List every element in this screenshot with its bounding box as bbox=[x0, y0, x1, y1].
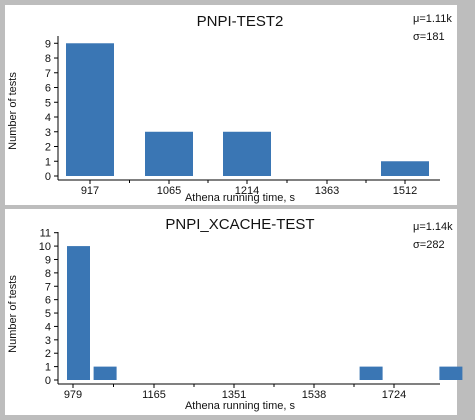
y-tick-label: 10 bbox=[39, 241, 51, 253]
x-tick-label: 1165 bbox=[142, 389, 166, 401]
histogram-bar bbox=[223, 131, 271, 176]
y-tick-label: 6 bbox=[45, 83, 51, 95]
y-tick-label: 9 bbox=[45, 38, 51, 50]
x-tick-label: 979 bbox=[64, 389, 82, 401]
y-tick-label: 5 bbox=[45, 308, 51, 320]
y-tick-label: 7 bbox=[45, 281, 51, 293]
chart-stat-sigma: σ=181 bbox=[413, 31, 445, 43]
y-tick-label: 4 bbox=[45, 112, 51, 124]
y-tick-label: 9 bbox=[45, 254, 51, 266]
y-tick-label: 3 bbox=[45, 335, 51, 347]
axes: 0 1 2 3 4 5 6 7 8 9 917 1065 1214 1363 1512 bbox=[45, 36, 440, 197]
y-tick-label: 8 bbox=[45, 53, 51, 65]
y-tick-label: 2 bbox=[45, 142, 51, 154]
y-tick-label: 1 bbox=[45, 156, 51, 168]
x-tick-label: 1065 bbox=[157, 185, 181, 197]
y-tick-label: 0 bbox=[45, 375, 51, 387]
histogram-bar bbox=[93, 366, 117, 380]
histogram-bar bbox=[145, 131, 193, 176]
chart-title: PNPI-TEST2 bbox=[197, 13, 284, 30]
x-tick-label: 1363 bbox=[315, 185, 339, 197]
histogram-bar bbox=[66, 43, 114, 176]
chart-stat-sigma: σ=282 bbox=[413, 239, 445, 251]
x-axis-label: Athena running time, s bbox=[185, 400, 296, 412]
y-tick-label: 5 bbox=[45, 97, 51, 109]
bar-series bbox=[67, 246, 463, 380]
y-axis-label: Number of tests bbox=[7, 275, 19, 353]
y-tick-label: 4 bbox=[45, 321, 51, 333]
chart-pnpi-xcache-test: PNPI_XCACHE-TEST μ=1.14k σ=282 Athena ru… bbox=[7, 216, 463, 412]
y-tick-label: 11 bbox=[40, 228, 51, 240]
chart-stat-mean: μ=1.14k bbox=[413, 221, 453, 233]
x-tick-label: 1351 bbox=[222, 389, 246, 401]
y-tick-label: 0 bbox=[45, 171, 51, 183]
x-tick-label: 1512 bbox=[393, 185, 417, 197]
y-tick-label: 3 bbox=[45, 127, 51, 139]
chart-title: PNPI_XCACHE-TEST bbox=[165, 216, 314, 233]
y-tick-label: 7 bbox=[45, 68, 51, 80]
y-axis-label: Number of tests bbox=[7, 72, 19, 150]
x-axis-label: Athena running time, s bbox=[185, 192, 296, 204]
x-tick-label: 1538 bbox=[302, 389, 326, 401]
histogram-bar bbox=[359, 366, 383, 380]
chart-pnpi-test2: PNPI-TEST2 μ=1.11k σ=181 Athena running … bbox=[7, 13, 452, 204]
histogram-bar bbox=[439, 366, 463, 380]
chart-stat-mean: μ=1.11k bbox=[413, 13, 452, 25]
histogram-bar bbox=[67, 246, 90, 380]
x-tick-label: 1214 bbox=[235, 185, 259, 197]
bar-series bbox=[66, 43, 429, 176]
x-tick-label: 1724 bbox=[382, 389, 406, 401]
histogram-bar bbox=[381, 161, 429, 176]
y-tick-label: 2 bbox=[45, 348, 51, 360]
y-tick-label: 6 bbox=[45, 295, 51, 307]
y-tick-label: 8 bbox=[45, 268, 51, 280]
x-tick-label: 917 bbox=[81, 185, 99, 197]
y-tick-label: 1 bbox=[45, 362, 51, 374]
